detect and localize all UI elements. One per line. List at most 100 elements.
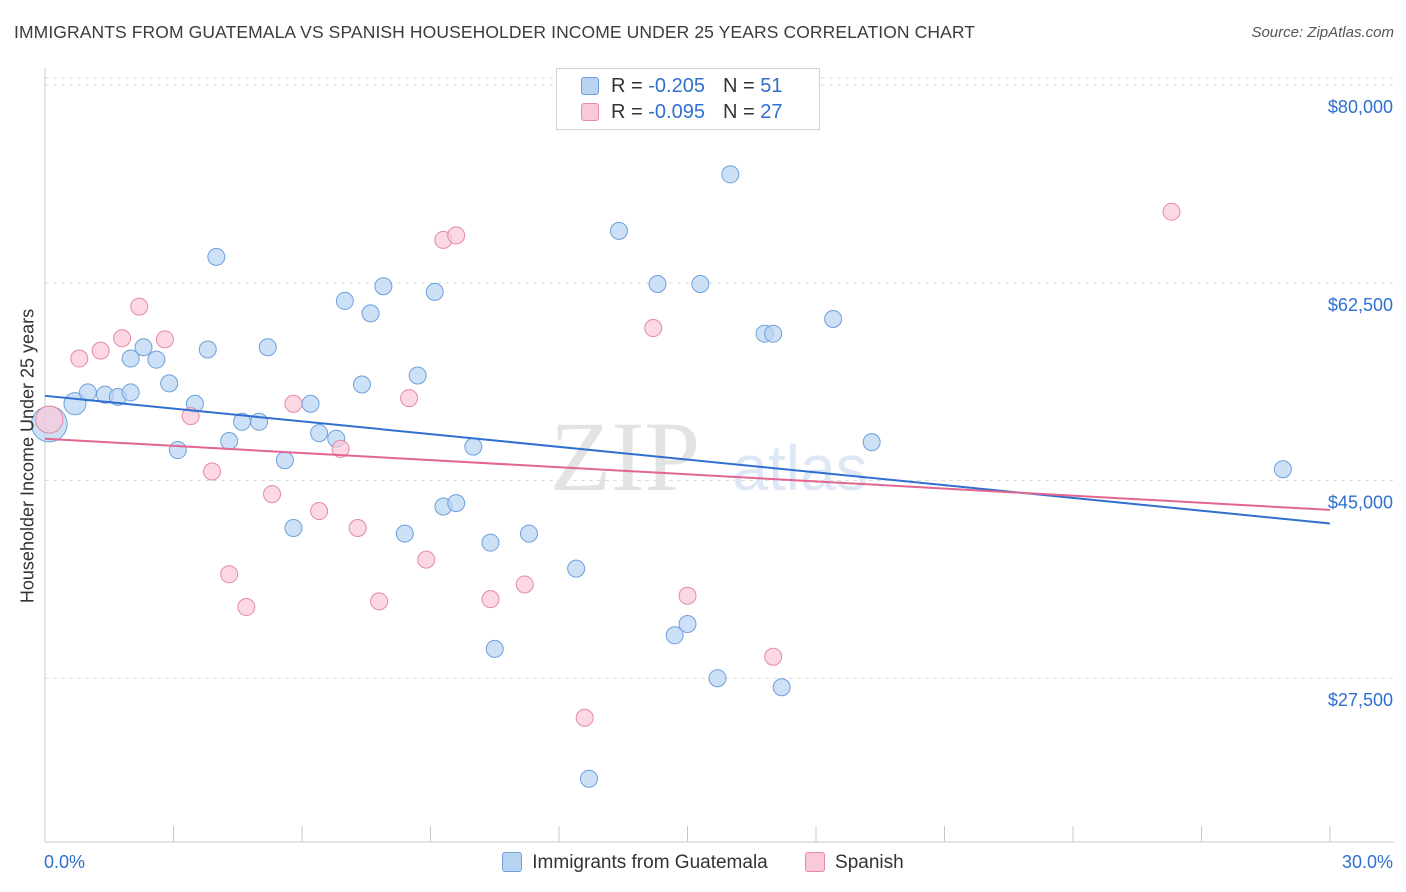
legend-swatch-blue (502, 852, 523, 872)
legend-label-guatemala: Immigrants from Guatemala (532, 852, 768, 873)
series-legend: Immigrants from Guatemala Spanish (0, 852, 1406, 874)
legend-n-value: 51 (760, 75, 783, 97)
spanish-point (417, 550, 436, 569)
guatemala-point (1273, 460, 1292, 479)
guatemala-point (824, 310, 843, 329)
spanish-point (644, 319, 663, 338)
guatemala-point (665, 626, 684, 645)
source-credit: Source: ZipAtlas.com (1251, 24, 1394, 41)
legend-item-guatemala: Immigrants from Guatemala (502, 852, 768, 874)
spanish-point (575, 708, 594, 727)
grid-layer (45, 77, 1394, 679)
watermark-zip: ZIP (550, 401, 700, 512)
guatemala-point (121, 383, 140, 402)
spanish-point (155, 330, 174, 349)
guatemala-point (447, 494, 466, 513)
spanish-trend-line (44, 437, 1331, 511)
legend-n-value: 27 (760, 101, 783, 123)
guatemala-point (310, 424, 329, 443)
guatemala-point (485, 639, 504, 658)
spanish-point (370, 592, 389, 611)
legend-label-spanish: Spanish (835, 852, 904, 873)
guatemala-point (121, 349, 140, 368)
spanish-point (348, 518, 367, 537)
spanish-point (284, 394, 303, 413)
legend-swatch-pink (581, 103, 599, 121)
guatemala-point (708, 669, 727, 688)
spanish-point (764, 647, 783, 666)
points-layer (30, 165, 1292, 788)
legend-n-label: N = (722, 101, 761, 123)
guatemala-point (691, 274, 710, 293)
spanish-point (400, 389, 419, 408)
y-tick-label: $80,000 (1328, 97, 1393, 117)
watermark-atlas: atlas (732, 432, 867, 504)
guatemala-point (78, 383, 97, 402)
spanish-point (35, 405, 64, 434)
legend-n-label: N = (722, 75, 761, 97)
spanish-point (113, 329, 132, 348)
guatemala-point (425, 282, 444, 301)
guatemala-point (207, 247, 226, 266)
guatemala-point (134, 338, 153, 357)
spanish-point (515, 575, 534, 594)
guatemala-point (648, 274, 667, 293)
guatemala-point (168, 441, 187, 460)
guatemala-point (301, 394, 320, 413)
guatemala-point (160, 374, 179, 393)
spanish-point (130, 297, 149, 316)
legend-row-guatemala: R = -0.205 N = 51 (581, 75, 782, 99)
spanish-point (310, 502, 329, 521)
guatemala-point (464, 437, 483, 456)
spanish-point (70, 349, 89, 368)
legend-r-value: -0.095 (648, 101, 705, 123)
spanish-point (678, 586, 697, 605)
guatemala-point (220, 432, 239, 450)
guatemala-point (609, 221, 628, 240)
legend-r-label: R = (611, 75, 649, 97)
guatemala-point (352, 375, 371, 394)
spanish-point (203, 462, 222, 481)
guatemala-point (147, 350, 166, 369)
x-tick-min: 0.0% (44, 852, 86, 872)
guatemala-point (408, 366, 427, 385)
guatemala-point (481, 533, 500, 552)
guatemala-trend-line (44, 394, 1331, 525)
legend-item-spanish: Spanish (805, 852, 904, 874)
y-tick-label: $62,500 (1328, 295, 1393, 315)
legend-row-spanish: R = -0.095 N = 27 (581, 101, 782, 125)
guatemala-point (258, 338, 277, 357)
guatemala-point (772, 678, 791, 697)
correlation-legend: R = -0.205 N = 51 R = -0.095 N = 27 (556, 68, 820, 130)
spanish-point (447, 226, 466, 245)
spanish-point (91, 341, 110, 360)
guatemala-point (361, 304, 380, 323)
spanish-point (481, 590, 500, 609)
spanish-point (331, 439, 350, 458)
guatemala-point (520, 524, 539, 543)
y-tick-label: $45,000 (1328, 493, 1393, 513)
y-tick-label: $27,500 (1328, 690, 1393, 710)
guatemala-point (579, 769, 598, 788)
y-axis-label: Householder Income Under 25 years (17, 308, 38, 604)
legend-r-value: -0.205 (648, 75, 705, 97)
legend-swatch-pink (805, 852, 826, 872)
legend-r-label: R = (611, 101, 649, 123)
spanish-point (181, 407, 200, 426)
guatemala-point (764, 324, 783, 343)
spanish-point (220, 565, 239, 584)
guatemala-point (374, 277, 393, 296)
chart-title: IMMIGRANTS FROM GUATEMALA VS SPANISH HOU… (14, 22, 976, 42)
guatemala-point (567, 559, 586, 578)
guatemala-point (284, 518, 303, 537)
guatemala-point (275, 451, 294, 470)
guatemala-point (335, 291, 354, 310)
spanish-point (263, 485, 282, 504)
spanish-point (237, 598, 256, 617)
axis-layer (44, 68, 1394, 843)
x-tick-max: 30.0% (1341, 852, 1393, 872)
spanish-point (1162, 202, 1181, 221)
guatemala-point (198, 340, 217, 359)
legend-swatch-blue (581, 77, 599, 95)
